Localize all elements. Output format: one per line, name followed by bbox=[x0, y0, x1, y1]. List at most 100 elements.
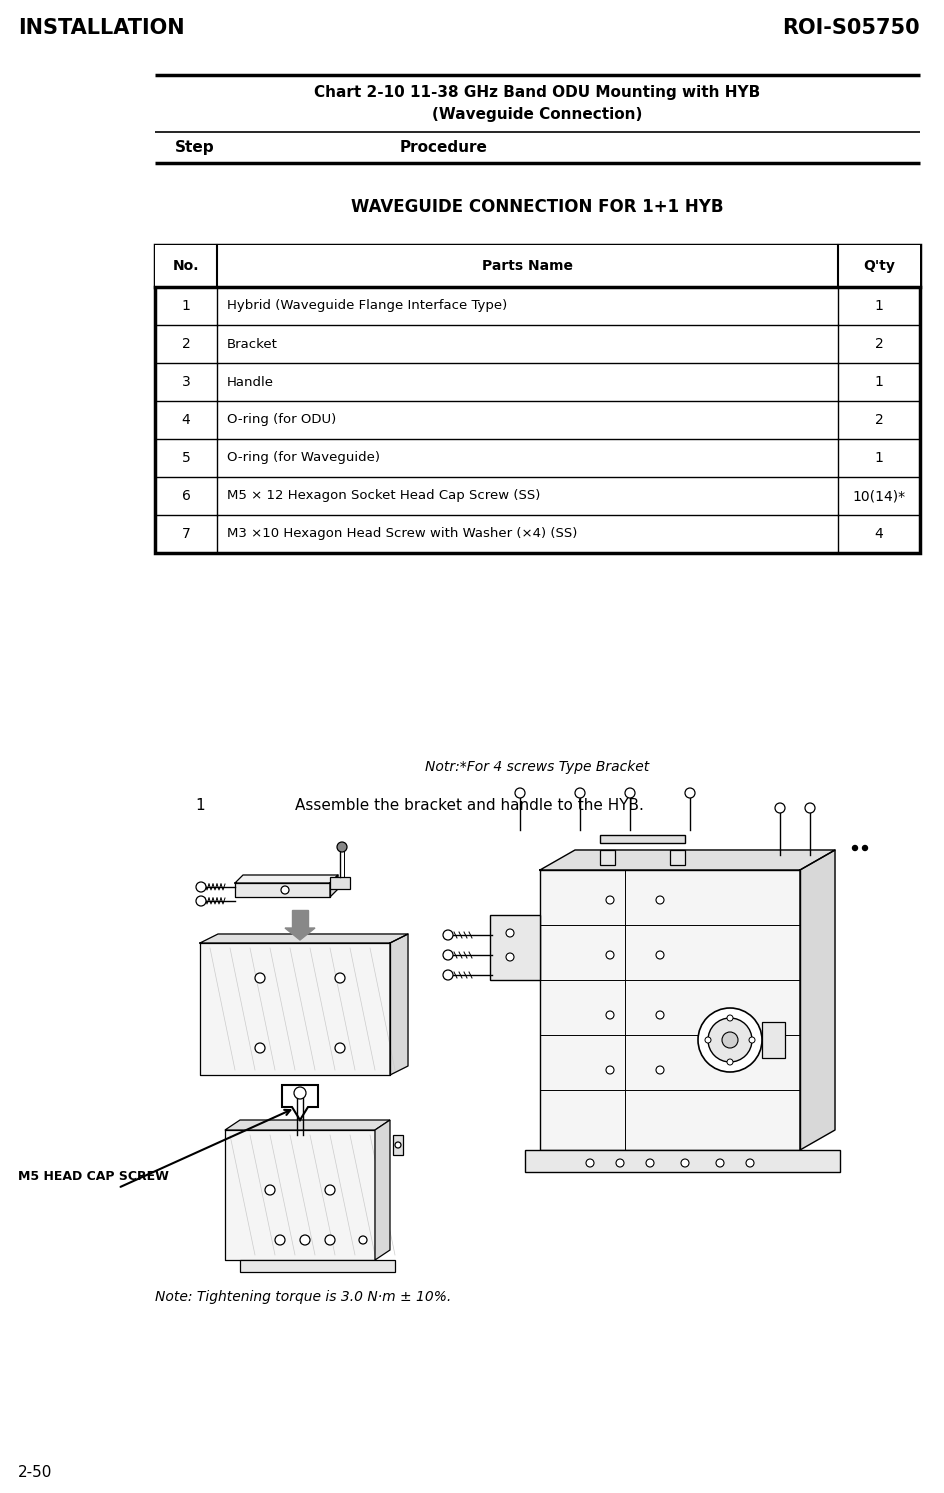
Circle shape bbox=[851, 845, 856, 851]
Circle shape bbox=[605, 896, 614, 903]
Circle shape bbox=[862, 845, 867, 851]
Circle shape bbox=[334, 1044, 345, 1053]
Text: 5: 5 bbox=[181, 451, 190, 464]
Text: O-ring (for ODU): O-ring (for ODU) bbox=[227, 414, 336, 427]
Text: No.: No. bbox=[173, 258, 199, 273]
Polygon shape bbox=[235, 882, 329, 897]
Circle shape bbox=[505, 929, 514, 938]
Polygon shape bbox=[375, 1120, 390, 1260]
Polygon shape bbox=[539, 870, 800, 1150]
Text: Parts Name: Parts Name bbox=[481, 258, 572, 273]
Polygon shape bbox=[490, 915, 539, 979]
Text: Assemble the bracket and handle to the HYB.: Assemble the bracket and handle to the H… bbox=[295, 797, 643, 814]
Circle shape bbox=[514, 788, 525, 797]
Circle shape bbox=[325, 1185, 334, 1194]
Circle shape bbox=[275, 1235, 285, 1245]
Polygon shape bbox=[393, 1135, 402, 1156]
Text: 7: 7 bbox=[181, 527, 190, 540]
Polygon shape bbox=[200, 935, 408, 944]
Text: 2: 2 bbox=[874, 414, 883, 427]
Bar bbox=[155, 245, 919, 552]
Circle shape bbox=[299, 1235, 310, 1245]
Circle shape bbox=[774, 803, 784, 814]
Circle shape bbox=[655, 951, 664, 959]
Text: Step: Step bbox=[175, 140, 214, 155]
Polygon shape bbox=[761, 1023, 784, 1059]
Text: 2: 2 bbox=[181, 337, 190, 351]
Circle shape bbox=[684, 788, 694, 797]
Text: Chart 2-10 11-38 GHz Band ODU Mounting with HYB: Chart 2-10 11-38 GHz Band ODU Mounting w… bbox=[313, 85, 759, 100]
Circle shape bbox=[716, 1159, 723, 1168]
Text: 4: 4 bbox=[181, 414, 190, 427]
Text: (Waveguide Connection): (Waveguide Connection) bbox=[431, 107, 642, 122]
Circle shape bbox=[443, 930, 452, 941]
Text: 1: 1 bbox=[194, 797, 205, 814]
Polygon shape bbox=[292, 911, 308, 929]
Text: 6: 6 bbox=[181, 490, 191, 503]
Circle shape bbox=[605, 951, 614, 959]
Circle shape bbox=[255, 1044, 264, 1053]
Circle shape bbox=[325, 1235, 334, 1245]
Circle shape bbox=[615, 1159, 623, 1168]
Text: ROI-S05750: ROI-S05750 bbox=[782, 18, 919, 37]
Text: 2-50: 2-50 bbox=[18, 1465, 52, 1480]
Text: WAVEGUIDE CONNECTION FOR 1+1 HYB: WAVEGUIDE CONNECTION FOR 1+1 HYB bbox=[350, 199, 722, 216]
Text: Hybrid (Waveguide Flange Interface Type): Hybrid (Waveguide Flange Interface Type) bbox=[227, 300, 507, 312]
Polygon shape bbox=[240, 1260, 395, 1272]
Text: Bracket: Bracket bbox=[227, 337, 278, 351]
Text: 1: 1 bbox=[181, 299, 191, 314]
Text: 2: 2 bbox=[874, 337, 883, 351]
Text: Notr:*For 4 screws Type Bracket: Notr:*For 4 screws Type Bracket bbox=[425, 760, 649, 773]
Circle shape bbox=[605, 1066, 614, 1073]
Text: M5 × 12 Hexagon Socket Head Cap Screw (SS): M5 × 12 Hexagon Socket Head Cap Screw (S… bbox=[227, 490, 540, 503]
Circle shape bbox=[443, 950, 452, 960]
Text: 1: 1 bbox=[873, 451, 883, 464]
Circle shape bbox=[255, 973, 264, 982]
Polygon shape bbox=[525, 1150, 839, 1172]
Circle shape bbox=[646, 1159, 653, 1168]
Polygon shape bbox=[800, 850, 834, 1150]
Text: M5 HEAD CAP SCREW: M5 HEAD CAP SCREW bbox=[18, 1171, 169, 1182]
Polygon shape bbox=[539, 850, 834, 870]
Polygon shape bbox=[281, 1085, 318, 1120]
Polygon shape bbox=[285, 929, 314, 941]
Circle shape bbox=[195, 882, 206, 891]
Bar bbox=[155, 245, 919, 287]
Polygon shape bbox=[599, 850, 615, 864]
Polygon shape bbox=[225, 1120, 390, 1130]
Text: Procedure: Procedure bbox=[399, 140, 487, 155]
Circle shape bbox=[574, 788, 584, 797]
Text: O-ring (for Waveguide): O-ring (for Waveguide) bbox=[227, 451, 379, 464]
Circle shape bbox=[749, 1038, 754, 1044]
Circle shape bbox=[704, 1038, 710, 1044]
Circle shape bbox=[395, 1142, 400, 1148]
Text: Note: Tightening torque is 3.0 N·m ± 10%.: Note: Tightening torque is 3.0 N·m ± 10%… bbox=[155, 1290, 451, 1303]
Circle shape bbox=[655, 1066, 664, 1073]
Polygon shape bbox=[669, 850, 684, 864]
Circle shape bbox=[655, 1011, 664, 1020]
Text: 1: 1 bbox=[873, 299, 883, 314]
Circle shape bbox=[334, 973, 345, 982]
Polygon shape bbox=[225, 1130, 375, 1260]
Circle shape bbox=[745, 1159, 753, 1168]
Circle shape bbox=[624, 788, 634, 797]
Circle shape bbox=[698, 1008, 761, 1072]
Circle shape bbox=[726, 1015, 733, 1021]
Text: 4: 4 bbox=[874, 527, 883, 540]
Circle shape bbox=[280, 885, 289, 894]
Circle shape bbox=[359, 1236, 366, 1244]
Circle shape bbox=[294, 1087, 306, 1099]
Circle shape bbox=[443, 970, 452, 979]
Text: 10(14)*: 10(14)* bbox=[851, 490, 904, 503]
Circle shape bbox=[721, 1032, 737, 1048]
Circle shape bbox=[726, 1059, 733, 1065]
Circle shape bbox=[707, 1018, 751, 1062]
Polygon shape bbox=[235, 875, 338, 882]
Text: Q'ty: Q'ty bbox=[862, 258, 894, 273]
Text: 3: 3 bbox=[181, 375, 190, 390]
Circle shape bbox=[505, 953, 514, 961]
Circle shape bbox=[585, 1159, 594, 1168]
Text: M3 ×10 Hexagon Head Screw with Washer (×4) (SS): M3 ×10 Hexagon Head Screw with Washer (×… bbox=[227, 527, 577, 540]
Text: INSTALLATION: INSTALLATION bbox=[18, 18, 184, 37]
Circle shape bbox=[605, 1011, 614, 1020]
